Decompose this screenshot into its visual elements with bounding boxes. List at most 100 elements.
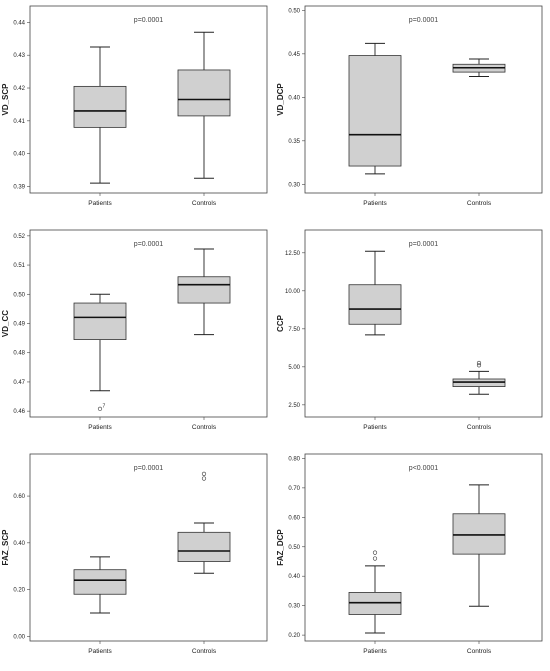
- y-tick-label: 0.39: [13, 184, 25, 190]
- y-axis-label: VD_SCP: [1, 83, 10, 116]
- y-tick-label: 0.41: [13, 119, 25, 125]
- box-plot-svg: 0.39 0.40 0.41 0.42 0.43 0.44 VD_SCP p=0.0001 Pa…: [1, 5, 268, 207]
- y-tick-label: 0.60: [13, 494, 25, 500]
- iqr-box: [73, 85, 127, 128]
- box-controls: [452, 58, 506, 77]
- y-tick-label: 0.51: [13, 263, 25, 269]
- outlier-point: [201, 476, 207, 481]
- box-plot-svg: 2.50 5.00 7.50 10.00 12.50 CCP p=0.0001 Patient…: [276, 229, 543, 431]
- y-axis-label: FAZ_SCP: [1, 529, 10, 566]
- box-patients: [348, 42, 402, 175]
- y-tick-label: 0.45: [288, 52, 300, 58]
- iqr-box: [177, 276, 231, 304]
- x-category-label: Patients: [363, 424, 387, 431]
- x-category-label: Controls: [467, 648, 492, 655]
- plot-frame: [29, 5, 268, 194]
- y-tick-label: 12.50: [285, 251, 301, 257]
- y-tick-label: 0.50: [288, 545, 300, 551]
- y-tick-label: 0.20: [13, 588, 25, 594]
- box-patients: [73, 556, 127, 614]
- iqr-box: [73, 302, 127, 340]
- box-plot-panel-faz-dcp: 0.20 0.30 0.40 0.50 0.60 0.70 0.80 FAZ_DCP p<0.0…: [275, 448, 550, 671]
- plot-frame: [29, 453, 268, 642]
- p-value-annotation: p<0.0001: [409, 465, 438, 472]
- box-controls: [177, 31, 231, 179]
- plot-frame: [304, 229, 543, 418]
- outlier-point: [476, 360, 482, 366]
- y-tick-label: 10.00: [285, 289, 301, 295]
- y-tick-label: 7.50: [288, 327, 300, 333]
- iqr-box: [348, 284, 402, 325]
- outlier-point: [372, 550, 378, 555]
- x-category-label: Controls: [192, 200, 217, 207]
- box-plot-svg: 0.30 0.35 0.40 0.45 0.50 VD_DCP p=0.0001 Patien…: [276, 5, 543, 207]
- y-tick-label: 0.44: [13, 20, 25, 26]
- y-axis-label: VD_CC: [1, 310, 10, 337]
- box-controls: [177, 522, 231, 574]
- outlier-point: [476, 363, 482, 368]
- y-tick-label: 0.40: [288, 574, 300, 580]
- p-value-annotation: p=0.0001: [409, 17, 438, 24]
- iqr-box: [452, 513, 506, 555]
- box-plot-panel-vd-scp: 0.39 0.40 0.41 0.42 0.43 0.44 VD_SCP p=0.0001 Pa…: [0, 0, 275, 223]
- x-category-label: Controls: [467, 424, 492, 431]
- y-tick-label: 0.30: [288, 604, 300, 610]
- y-tick-label: 0.60: [288, 515, 300, 521]
- box-controls: [452, 370, 506, 395]
- iqr-box: [348, 55, 402, 167]
- box-patients: [73, 293, 127, 392]
- box-patients: [348, 250, 402, 336]
- x-category-label: Controls: [192, 648, 217, 655]
- outlier-point: [201, 471, 207, 476]
- y-tick-label: 0.80: [288, 456, 300, 462]
- iqr-box: [177, 531, 231, 562]
- y-tick-label: 0.52: [13, 234, 25, 240]
- box-controls: [177, 248, 231, 336]
- box-plot-svg: 0.00 0.20 0.40 0.60 FAZ_SCP p=0.0001 Patients C…: [1, 453, 268, 655]
- y-tick-label: 0.40: [13, 152, 25, 158]
- box-plot-panel-vd-cc: 0.46 0.47 0.48 0.49 0.50 0.51 0.52 VD_CC p=0.000…: [0, 224, 275, 447]
- x-category-label: Controls: [467, 200, 492, 207]
- p-value-annotation: p=0.0001: [134, 17, 163, 24]
- y-tick-label: 0.46: [13, 409, 25, 415]
- outlier-point: [372, 556, 378, 561]
- box-plot-svg: 0.46 0.47 0.48 0.49 0.50 0.51 0.52 VD_CC p=0.000…: [1, 229, 268, 431]
- y-tick-label: 2.50: [288, 403, 300, 409]
- x-category-label: Patients: [88, 648, 112, 655]
- y-tick-label: 0.50: [13, 292, 25, 298]
- y-tick-label: 0.47: [13, 380, 25, 386]
- y-axis-label: VD_DCP: [276, 83, 285, 116]
- y-tick-label: 0.70: [288, 486, 300, 492]
- x-category-label: Patients: [363, 648, 387, 655]
- outlier-label: 7: [103, 403, 106, 409]
- box-plot-panel-ccp: 2.50 5.00 7.50 10.00 12.50 CCP p=0.0001 Patient…: [275, 224, 550, 447]
- p-value-annotation: p=0.0001: [409, 241, 438, 248]
- box-plot-svg: 0.20 0.30 0.40 0.50 0.60 0.70 0.80 FAZ_DCP p<0.0…: [276, 453, 543, 655]
- y-axis-label: FAZ_DCP: [276, 529, 285, 566]
- box-plot-panel-vd-dcp: 0.30 0.35 0.40 0.45 0.50 VD_DCP p=0.0001 Patien…: [275, 0, 550, 223]
- y-tick-label: 0.50: [288, 8, 300, 14]
- p-value-annotation: p=0.0001: [134, 465, 163, 472]
- box-controls: [452, 484, 506, 607]
- y-tick-label: 0.43: [13, 53, 25, 59]
- y-tick-label: 0.42: [13, 86, 25, 92]
- p-value-annotation: p=0.0001: [134, 241, 163, 248]
- y-tick-label: 0.40: [13, 541, 25, 547]
- outlier-point: [97, 406, 103, 411]
- y-tick-label: 0.40: [288, 95, 300, 101]
- x-category-label: Patients: [88, 424, 112, 431]
- box-plot-panel-faz-scp: 0.00 0.20 0.40 0.60 FAZ_SCP p=0.0001 Patients C…: [0, 448, 275, 671]
- y-tick-label: 0.30: [288, 182, 300, 188]
- x-category-label: Patients: [88, 200, 112, 207]
- y-tick-label: 0.20: [288, 633, 300, 639]
- x-category-label: Controls: [192, 424, 217, 431]
- iqr-box: [177, 69, 231, 117]
- box-patients: [348, 565, 402, 634]
- plot-frame: [304, 453, 543, 642]
- plot-frame: [29, 229, 268, 418]
- box-patients: [73, 46, 127, 184]
- x-category-label: Patients: [363, 200, 387, 207]
- plot-frame: [304, 5, 543, 194]
- y-tick-label: 0.48: [13, 351, 25, 357]
